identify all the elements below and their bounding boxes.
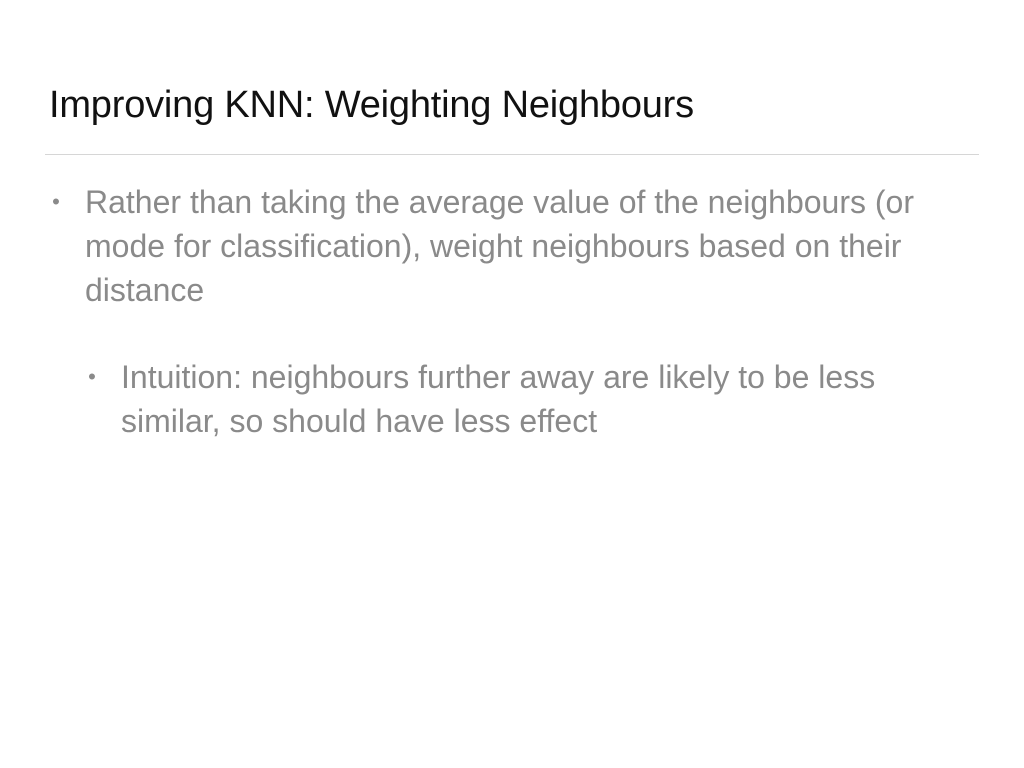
bullet-item-level-1: • Rather than taking the average value o… (46, 180, 966, 312)
sub-bullet-marker: • (88, 364, 96, 389)
bullet-item-level-2: • Intuition: neighbours further away are… (82, 355, 962, 443)
bullet-text: Rather than taking the average value of … (85, 184, 914, 308)
sub-bullet-text: Intuition: neighbours further away are l… (121, 359, 876, 439)
slide-title: Improving KNN: Weighting Neighbours (49, 84, 694, 126)
title-divider (45, 154, 979, 155)
bullet-marker: • (52, 189, 60, 214)
